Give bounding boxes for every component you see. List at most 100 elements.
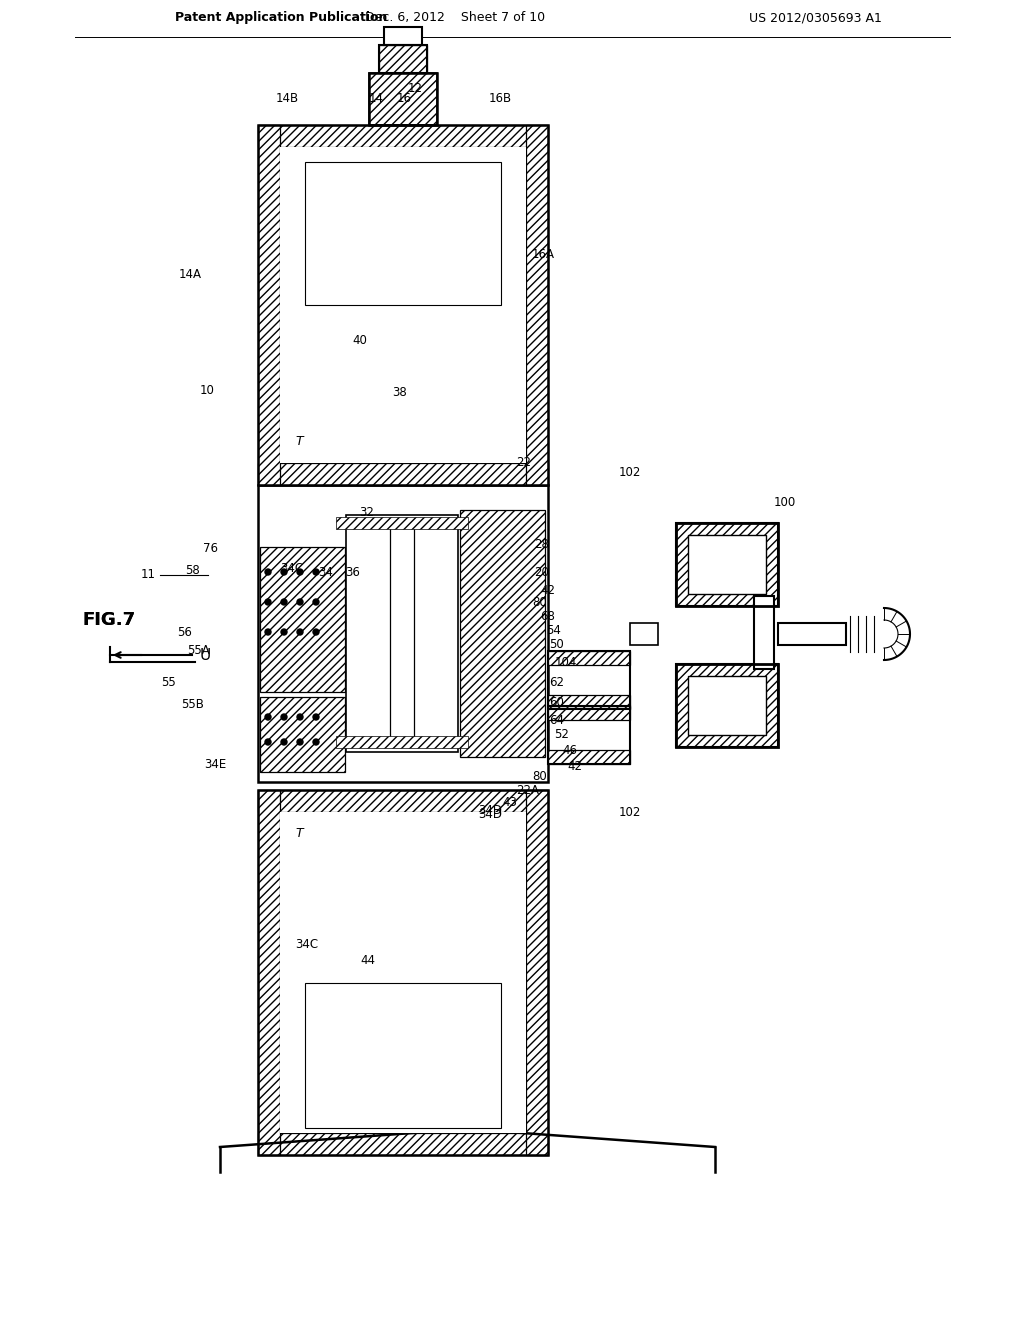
Text: 22A: 22A <box>516 784 540 796</box>
Bar <box>305 983 501 1129</box>
Circle shape <box>281 630 287 635</box>
Bar <box>548 750 630 764</box>
Bar <box>260 697 345 772</box>
Text: 16A: 16A <box>531 248 555 261</box>
Bar <box>548 651 630 709</box>
Text: 34: 34 <box>318 565 334 578</box>
Text: 34C: 34C <box>296 939 318 952</box>
Bar <box>754 597 774 669</box>
Text: 80: 80 <box>532 595 548 609</box>
Text: Patent Application Publication: Patent Application Publication <box>175 12 387 25</box>
Circle shape <box>313 630 319 635</box>
Bar <box>280 147 526 463</box>
Bar <box>548 696 630 709</box>
Bar <box>258 463 548 484</box>
Text: 20: 20 <box>535 566 550 579</box>
Circle shape <box>297 630 303 635</box>
Bar <box>384 26 422 45</box>
Text: 104: 104 <box>555 656 578 668</box>
Text: 102: 102 <box>618 805 641 818</box>
Text: 100: 100 <box>774 495 796 508</box>
Text: 16B: 16B <box>488 91 512 104</box>
Text: 34E: 34E <box>204 759 226 771</box>
Bar <box>260 546 345 692</box>
Circle shape <box>281 569 287 576</box>
Text: 42: 42 <box>541 583 555 597</box>
Bar <box>688 535 766 594</box>
Bar <box>390 525 414 742</box>
Circle shape <box>265 739 271 744</box>
Circle shape <box>313 714 319 719</box>
Text: 40: 40 <box>352 334 368 346</box>
Bar <box>526 789 548 1155</box>
Bar <box>548 706 630 719</box>
Text: 50: 50 <box>549 639 563 652</box>
Text: U: U <box>200 648 211 663</box>
Bar <box>258 484 548 781</box>
Text: 62: 62 <box>550 676 564 689</box>
Text: Dec. 6, 2012    Sheet 7 of 10: Dec. 6, 2012 Sheet 7 of 10 <box>365 12 545 25</box>
Bar <box>305 162 501 305</box>
Bar <box>258 789 548 1155</box>
Text: 54: 54 <box>547 623 561 636</box>
Circle shape <box>313 739 319 744</box>
Bar <box>548 651 630 665</box>
Text: 10: 10 <box>200 384 214 396</box>
Text: 34C: 34C <box>281 561 303 574</box>
Text: 58: 58 <box>185 564 201 577</box>
Text: 38: 38 <box>392 385 408 399</box>
Circle shape <box>297 599 303 605</box>
Bar <box>258 789 280 1155</box>
Text: 80: 80 <box>532 771 548 784</box>
Bar <box>336 737 468 748</box>
Text: 76: 76 <box>203 541 217 554</box>
Bar <box>258 125 548 147</box>
Circle shape <box>281 714 287 719</box>
Text: FIG.7: FIG.7 <box>82 611 135 630</box>
Text: 68: 68 <box>541 610 555 623</box>
Text: 36: 36 <box>345 565 360 578</box>
Circle shape <box>313 599 319 605</box>
Bar <box>379 45 427 73</box>
Text: 55B: 55B <box>181 698 205 711</box>
Bar <box>258 125 548 484</box>
Text: 56: 56 <box>177 626 193 639</box>
Text: 55: 55 <box>161 676 175 689</box>
Text: 44: 44 <box>360 953 376 966</box>
Circle shape <box>313 569 319 576</box>
Bar <box>258 1133 548 1155</box>
Bar <box>630 623 658 645</box>
Text: 102: 102 <box>618 466 641 479</box>
Text: 22: 22 <box>516 455 531 469</box>
Bar <box>346 515 458 752</box>
Circle shape <box>281 599 287 605</box>
Bar <box>688 676 766 735</box>
Bar <box>258 789 548 812</box>
Bar <box>369 73 437 125</box>
Text: FIG.7: FIG.7 <box>82 611 135 630</box>
Circle shape <box>297 714 303 719</box>
Circle shape <box>265 599 271 605</box>
Bar <box>676 664 778 747</box>
Circle shape <box>297 569 303 576</box>
Circle shape <box>265 569 271 576</box>
Bar <box>526 125 548 484</box>
Text: T: T <box>295 828 303 840</box>
Bar <box>676 523 778 606</box>
Text: 64: 64 <box>550 714 564 726</box>
Text: 55A: 55A <box>186 644 209 656</box>
Bar <box>280 812 526 1133</box>
Circle shape <box>265 630 271 635</box>
Text: 52: 52 <box>555 729 569 742</box>
Text: 14: 14 <box>369 91 384 104</box>
Bar <box>548 706 630 764</box>
Text: 14B: 14B <box>275 91 299 104</box>
Circle shape <box>281 739 287 744</box>
Circle shape <box>297 739 303 744</box>
Bar <box>258 125 280 484</box>
Text: 34D: 34D <box>478 804 502 817</box>
Text: 16: 16 <box>396 91 412 104</box>
Bar <box>369 73 437 125</box>
Text: 28: 28 <box>535 539 550 552</box>
Text: 42: 42 <box>567 760 583 774</box>
